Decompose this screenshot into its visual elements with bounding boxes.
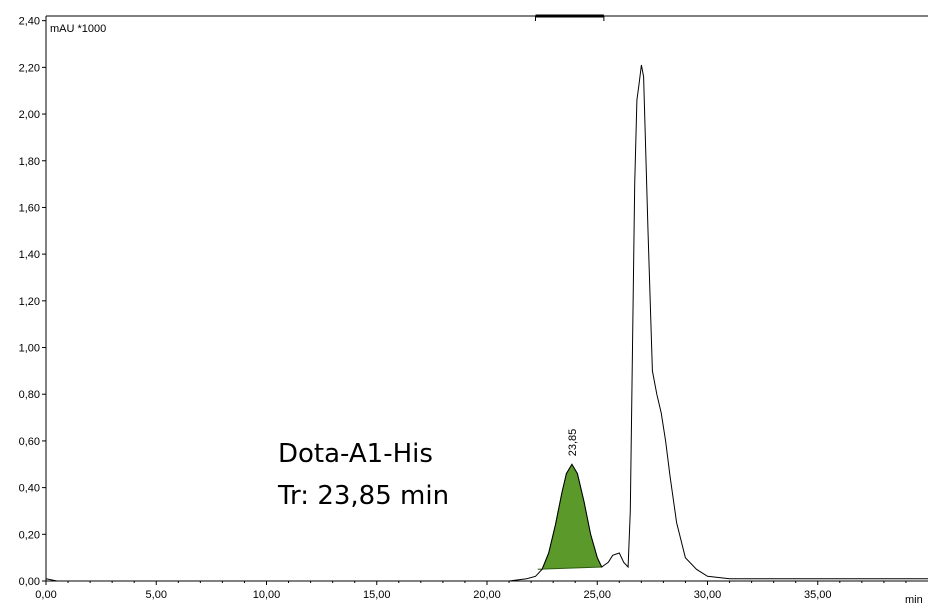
y-tick-label: 0,60 [19, 436, 40, 448]
annotation-retention-time: Tr: 23,85 min [277, 481, 449, 511]
x-tick-label: 35,00 [804, 589, 832, 601]
axes [45, 14, 928, 582]
y-tick-label: 0,00 [19, 576, 40, 588]
x-tick-label: 0,00 [35, 589, 56, 601]
y-tick-label: 2,00 [19, 109, 40, 121]
y-tick-label: 2,40 [19, 16, 40, 28]
y-tick-label: 2,20 [19, 62, 40, 74]
x-tick-label: 5,00 [146, 589, 167, 601]
x-tick-label: 15,00 [363, 589, 391, 601]
x-ticks: 0,00 5,00 10,00 15,00 20,00 25,00 30,00 35,00 [35, 581, 907, 601]
x-tick-label: 20,00 [473, 589, 501, 601]
y-tick-label: 1,40 [19, 249, 40, 261]
y-unit-label: mAU *1000 [50, 23, 106, 35]
chromatogram-trace [45, 64, 928, 582]
y-tick-label: 1,80 [19, 156, 40, 168]
x-tick-label: 10,00 [253, 589, 281, 601]
y-tick-label: 1,20 [19, 296, 40, 308]
trace-layer [45, 64, 928, 582]
annotation-compound: Dota-A1-His [278, 439, 433, 469]
x-unit-label: min [905, 594, 923, 606]
x-tick-label: 25,00 [583, 589, 611, 601]
y-ticks: 0,00 0,20 0,40 0,60 0,80 1,00 1,20 1,40 1,60 1,80… [19, 16, 46, 588]
peak-retention-label: 23,85 [567, 429, 579, 457]
highlighted-peak-area [537, 463, 603, 570]
y-tick-label: 0,80 [19, 389, 40, 401]
y-tick-label: 1,00 [19, 343, 40, 355]
y-tick-label: 0,40 [19, 483, 40, 495]
x-tick-label: 30,00 [694, 589, 722, 601]
y-tick-label: 1,60 [19, 202, 40, 214]
y-tick-label: 0,20 [19, 529, 40, 541]
peak-fill-layer [537, 463, 603, 570]
